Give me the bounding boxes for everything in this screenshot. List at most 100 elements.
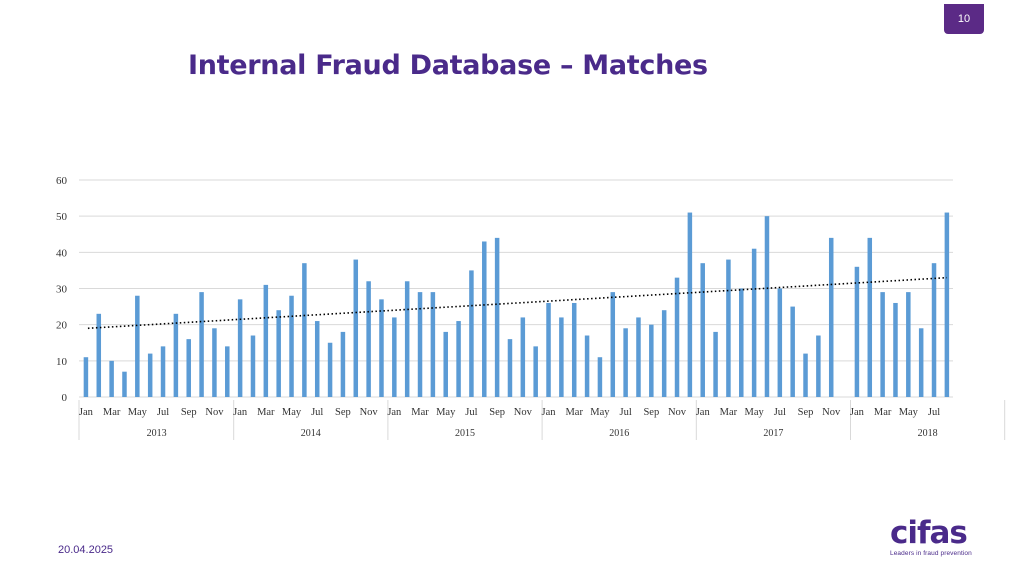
bar	[482, 241, 487, 397]
bar	[443, 331, 448, 397]
slide-date: 20.04.2025	[58, 544, 114, 556]
bar	[199, 292, 204, 397]
y-tick-label: 40	[56, 247, 68, 259]
x-tick-label: May	[436, 407, 456, 418]
bar	[918, 328, 924, 397]
x-tick-label: Sep	[181, 407, 197, 418]
bar	[237, 299, 243, 397]
bar	[931, 263, 937, 397]
x-tick-label: Nov	[360, 407, 379, 418]
year-group-label: 2014	[301, 428, 321, 439]
bar	[250, 335, 256, 397]
bar	[584, 335, 590, 397]
x-tick-label: Mar	[103, 407, 121, 418]
bar	[906, 292, 911, 397]
bar	[160, 346, 166, 397]
x-tick-label: Jan	[233, 407, 248, 418]
x-tick-label: May	[282, 407, 302, 418]
x-tick-label: Mar	[411, 407, 429, 418]
bar	[520, 317, 526, 397]
y-tick-label: 30	[56, 284, 68, 296]
bar	[726, 259, 731, 397]
bar	[494, 237, 500, 397]
year-group-label: 2017	[763, 428, 783, 439]
x-tick-label: Mar	[257, 407, 275, 418]
x-tick-label: Mar	[720, 407, 738, 418]
x-tick-label: Jan	[850, 407, 865, 418]
logo-tagline: Leaders in fraud prevention	[890, 550, 972, 557]
bar	[340, 331, 346, 397]
y-tick-label: 0	[62, 392, 68, 404]
bar	[661, 310, 667, 397]
bar	[212, 328, 217, 397]
year-group-label: 2015	[455, 428, 475, 439]
bar	[623, 328, 628, 397]
x-tick-label: Jul	[774, 407, 786, 418]
bar	[109, 360, 114, 397]
bar	[828, 237, 834, 397]
bar	[880, 292, 885, 397]
bar	[713, 331, 718, 397]
bar	[135, 295, 140, 397]
x-tick-label: Jul	[928, 407, 940, 418]
bar	[559, 317, 564, 397]
x-tick-label: Nov	[514, 407, 533, 418]
bar	[147, 353, 153, 397]
x-tick-label: Nov	[668, 407, 687, 418]
logo-wordmark: cifas	[890, 515, 968, 551]
bar	[186, 339, 191, 397]
bar	[546, 302, 551, 397]
bar	[366, 281, 371, 397]
y-tick-label: 50	[56, 211, 68, 223]
bar	[610, 292, 616, 397]
year-group-label: 2013	[147, 428, 167, 439]
bar	[816, 335, 821, 397]
bar	[469, 270, 474, 397]
year-group-label: 2016	[609, 428, 629, 439]
bar	[636, 317, 641, 397]
bar	[430, 292, 436, 397]
bar	[392, 317, 397, 397]
x-tick-label: Sep	[798, 407, 814, 418]
bar	[173, 313, 179, 397]
x-tick-label: Jan	[542, 407, 557, 418]
bar	[263, 284, 269, 397]
bar	[854, 266, 860, 397]
bar	[122, 371, 127, 397]
year-group-label: 2018	[918, 428, 938, 439]
x-tick-label: Jul	[157, 407, 169, 418]
x-tick-label: May	[590, 407, 610, 418]
bar	[944, 212, 950, 397]
y-tick-label: 10	[56, 356, 68, 368]
x-tick-label: Jan	[387, 407, 402, 418]
bar	[289, 295, 294, 397]
x-tick-label: Nov	[205, 407, 224, 418]
bar	[751, 248, 757, 397]
bar	[327, 342, 333, 397]
bar	[456, 321, 461, 397]
y-tick-label: 20	[56, 320, 68, 332]
x-tick-label: Mar	[565, 407, 583, 418]
bar	[83, 357, 89, 397]
bar	[302, 263, 307, 397]
bar	[893, 302, 898, 397]
x-tick-label: Sep	[489, 407, 505, 418]
bar	[507, 339, 513, 397]
bar	[276, 310, 281, 397]
x-tick-label: May	[745, 407, 765, 418]
bar	[225, 346, 230, 397]
x-tick-label: Jul	[465, 407, 477, 418]
bar	[764, 216, 770, 397]
bar	[649, 324, 654, 397]
bar	[353, 259, 359, 397]
bar	[739, 288, 744, 397]
x-tick-label: Nov	[822, 407, 841, 418]
bar	[777, 288, 783, 397]
bar	[379, 299, 384, 397]
x-tick-label: Mar	[874, 407, 892, 418]
trendline	[87, 276, 947, 330]
slide-title: Internal Fraud Database – Matches	[188, 50, 708, 81]
x-tick-label: Sep	[643, 407, 659, 418]
bar	[687, 212, 693, 397]
